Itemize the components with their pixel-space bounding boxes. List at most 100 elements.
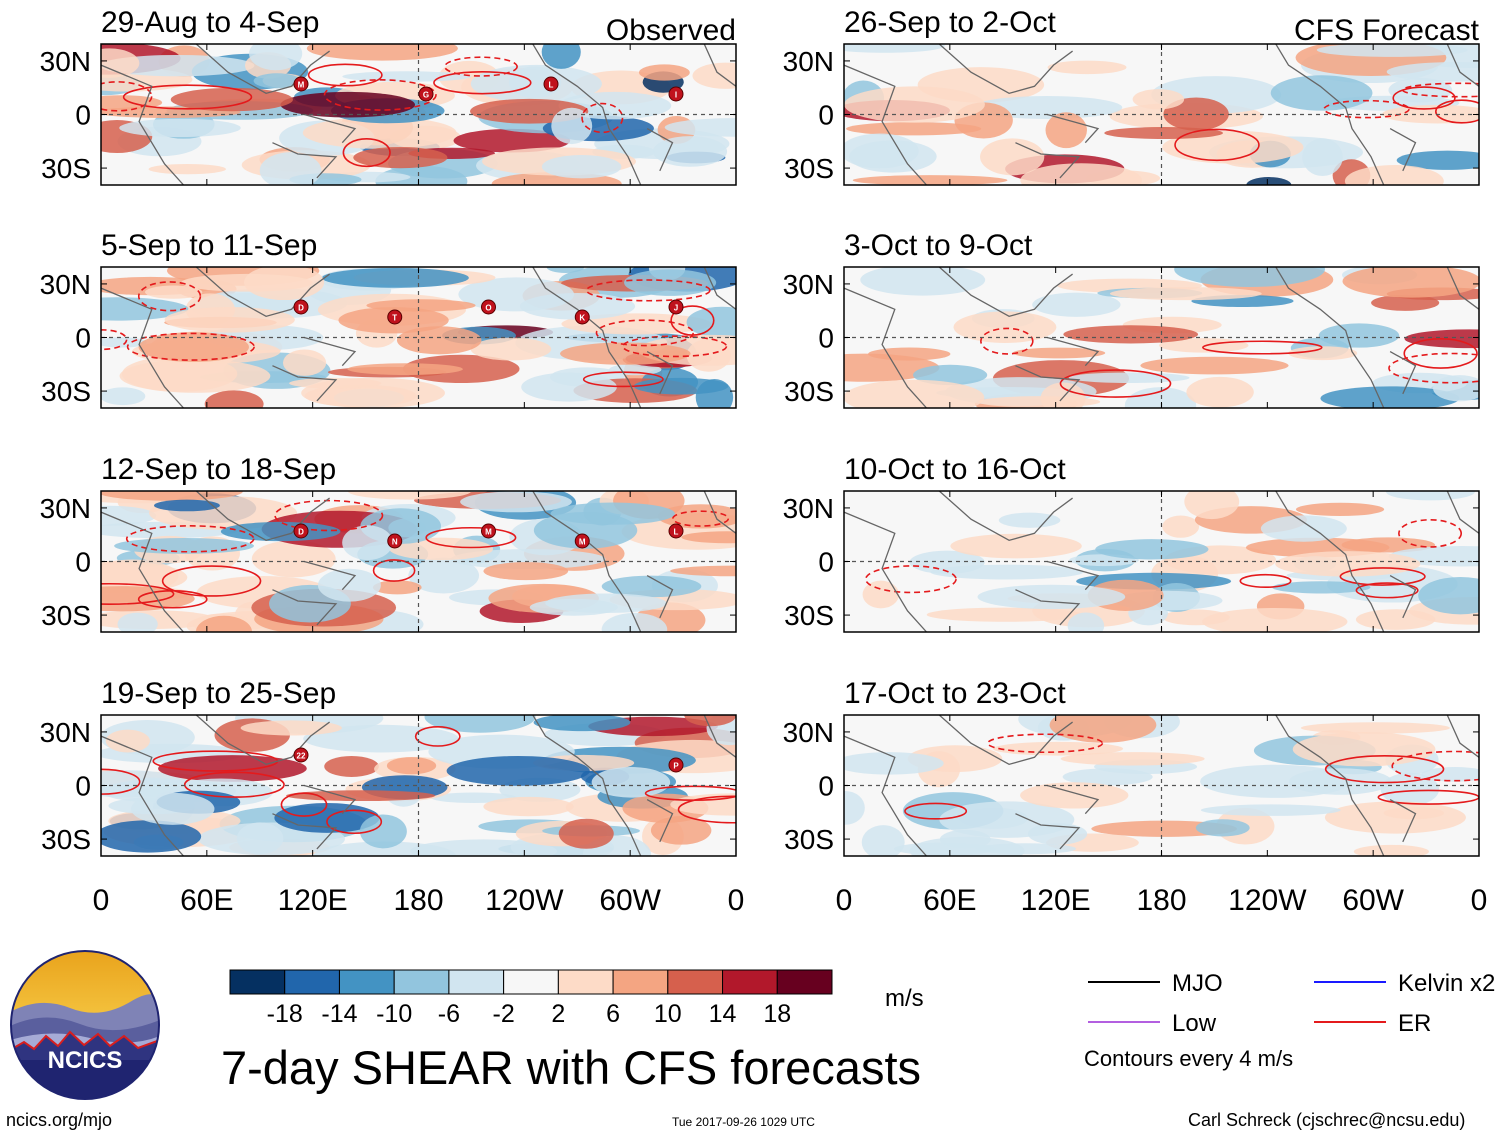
storm-marker: M (574, 533, 590, 549)
colorbar-tick-label: 10 (654, 1000, 682, 1028)
colorbar-swatch (557, 969, 614, 995)
xtick-label: 60E (180, 884, 233, 917)
xtick-label: 120W (1228, 884, 1307, 917)
panel-title: 3-Oct to 9-Oct (844, 229, 1033, 262)
colorbar-tick-label: -14 (321, 1000, 357, 1028)
legend-item: ER (1314, 1010, 1431, 1037)
panel-group-label: Observed (606, 14, 736, 47)
colorbar-swatch (667, 969, 724, 995)
svg-text:L: L (549, 81, 554, 90)
xtick-label: 0 (728, 884, 745, 917)
svg-text:ER: ER (1398, 1010, 1431, 1037)
colorbar-tick-label: -2 (493, 1000, 515, 1028)
xtick-label: 60E (923, 884, 976, 917)
svg-text:Low: Low (1172, 1010, 1217, 1037)
colorbar-tick-label: 2 (551, 1000, 565, 1028)
ytick-label: 0 (818, 323, 834, 354)
colorbar-tick-label: -10 (376, 1000, 412, 1028)
storm-marker: L (543, 76, 559, 92)
ytick-label: 30S (41, 376, 91, 407)
panel-title: 26-Sep to 2-Oct (844, 6, 1056, 39)
ytick-label: 30S (784, 376, 834, 407)
storm-marker: O (481, 299, 496, 315)
ytick-label: 30N (783, 493, 834, 524)
ytick-label: 0 (75, 100, 91, 131)
footer-url[interactable]: ncics.org/mjo (6, 1110, 113, 1130)
panel-title: 17-Oct to 23-Oct (844, 677, 1066, 710)
footer-author: Carl Schreck (cjschrec@ncsu.edu) (1188, 1110, 1466, 1130)
storm-marker: L (668, 523, 684, 539)
panel-4: 22 P 30N 0 30S 19-Sep to 25-Sep (40, 677, 737, 857)
storm-marker: 22 (293, 747, 309, 763)
ytick-label: 30S (41, 824, 91, 855)
ytick-label: 30N (783, 269, 834, 300)
svg-text:G: G (423, 91, 429, 100)
storm-marker: J (668, 299, 684, 315)
ytick-label: 30N (40, 493, 91, 524)
xtick-label: 60W (1342, 884, 1404, 917)
colorbar-swatch (776, 969, 833, 995)
panel-group-label: CFS Forecast (1294, 14, 1480, 47)
storm-marker: G (418, 86, 434, 102)
storm-marker: I (668, 86, 684, 102)
xtick-label: 0 (1471, 884, 1488, 917)
ytick-label: 30N (783, 46, 834, 77)
ytick-label: 30S (784, 600, 834, 631)
xtick-label: 180 (393, 884, 443, 917)
colorbar-swatch (229, 969, 286, 995)
colorbar-tick-label: -6 (438, 1000, 460, 1028)
colorbar-tick-label: 14 (709, 1000, 737, 1028)
xtick-label: 60W (599, 884, 661, 917)
panel-7: 30N 0 30S 10-Oct to 16-Oct (783, 453, 1480, 633)
xtick-label: 0 (93, 884, 110, 917)
colorbar-swatch (284, 969, 340, 995)
svg-text:T: T (392, 314, 397, 323)
ytick-label: 30S (41, 600, 91, 631)
ytick-label: 0 (818, 100, 834, 131)
svg-text:M: M (485, 528, 492, 537)
storm-marker: K (574, 309, 590, 325)
panel-title: 29-Aug to 4-Sep (101, 6, 319, 39)
storm-marker: T (387, 309, 403, 325)
colorbar-swatch (448, 969, 505, 995)
svg-text:M: M (298, 81, 305, 90)
storm-marker: N (387, 533, 403, 549)
svg-text:O: O (485, 304, 491, 313)
panel-3: D N M M L 30N 0 30S 12-Sep to 18-Sep (40, 453, 737, 633)
storm-marker: M (293, 76, 309, 92)
svg-text:L: L (674, 528, 679, 537)
panel-6: 30N 0 30S 3-Oct to 9-Oct (783, 229, 1480, 409)
svg-text:MJO: MJO (1172, 970, 1223, 997)
legend-item: Kelvin x2 (1314, 970, 1495, 997)
colorbar-tick-label: 6 (606, 1000, 620, 1028)
panel-title: 10-Oct to 16-Oct (844, 453, 1066, 486)
panel-title: 5-Sep to 11-Sep (101, 229, 317, 262)
svg-text:M: M (579, 538, 586, 547)
svg-text:22: 22 (297, 752, 306, 761)
xtick-label: 180 (1136, 884, 1186, 917)
svg-text:P: P (673, 762, 679, 771)
xtick-label: 0 (836, 884, 853, 917)
panel-2: D T O K J 30N 0 30S 5-Sep to 11-Sep (40, 229, 737, 409)
ncics-logo[interactable]: NCICS (10, 950, 160, 1100)
svg-text:N: N (392, 538, 398, 547)
colorbar-swatch (503, 969, 559, 995)
legend-item: MJO (1088, 970, 1223, 997)
storm-marker: M (481, 523, 496, 539)
panel-5: 30N 0 30S 26-Sep to 2-Oct CFS Forecast (783, 6, 1480, 186)
ytick-label: 30S (784, 824, 834, 855)
svg-text:K: K (579, 314, 585, 323)
colorbar-tick-label: 18 (763, 1000, 791, 1028)
svg-text:J: J (674, 304, 678, 313)
ytick-label: 0 (75, 547, 91, 578)
colorbar-swatch (612, 969, 669, 995)
colorbar-swatch (338, 969, 395, 995)
ytick-label: 0 (75, 323, 91, 354)
footer-timestamp: Tue 2017-09-26 1029 UTC (672, 1115, 815, 1129)
ytick-label: 30N (783, 717, 834, 748)
colorbar-tick-label: -18 (267, 1000, 303, 1028)
ytick-label: 30N (40, 46, 91, 77)
ytick-label: 30S (784, 153, 834, 184)
colorbar-swatch (722, 969, 778, 995)
